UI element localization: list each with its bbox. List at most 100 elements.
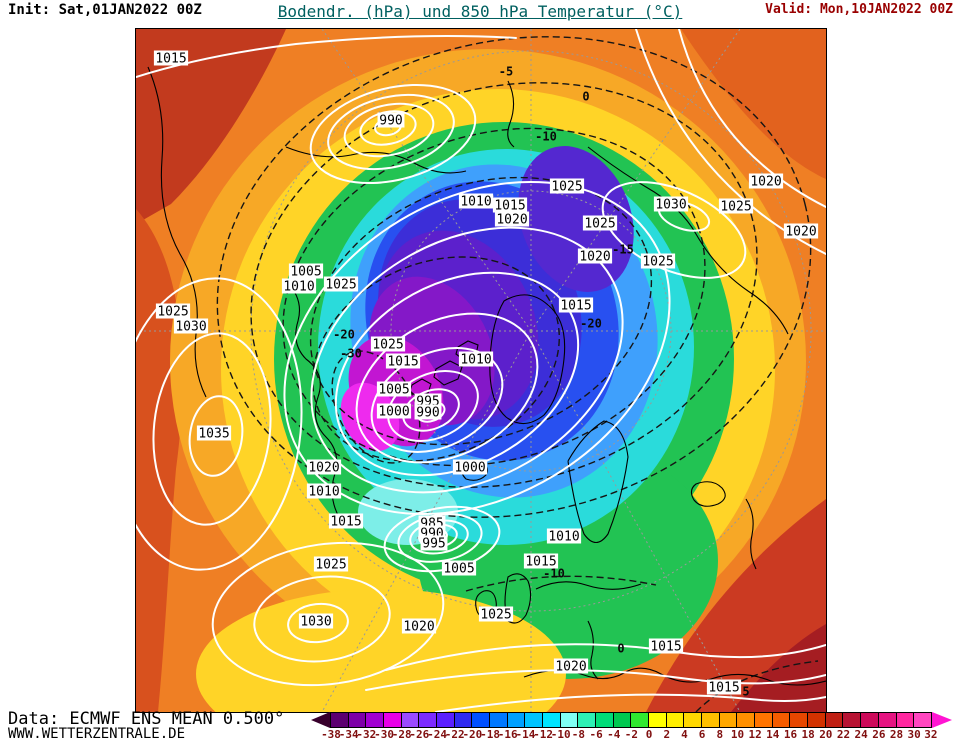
colorbar-segment: 8 xyxy=(716,713,738,741)
pressure-label: 1020 xyxy=(496,213,527,228)
temperature-label: 0 xyxy=(582,90,589,104)
pressure-label: 1025 xyxy=(642,255,673,270)
colorbar-tick-label: 24 xyxy=(854,728,868,741)
isobar-contours xyxy=(136,29,826,712)
colorbar-segment: -2 xyxy=(625,713,650,741)
pressure-label-box xyxy=(546,528,582,544)
pressure-label-box xyxy=(401,618,437,634)
temperature-label: -30 xyxy=(340,347,362,361)
temperature-label: -15 xyxy=(612,243,634,257)
pressure-label-box xyxy=(706,679,742,695)
pressure-label-box xyxy=(441,560,477,576)
pressure-label: 1015 xyxy=(708,681,739,696)
pressure-label: 990 xyxy=(379,114,402,129)
pressure-label: 1005 xyxy=(443,562,474,577)
pressure-label-box xyxy=(281,278,317,294)
colorbar-tick-label: 6 xyxy=(698,728,706,741)
colorbar-tick-label: -22 xyxy=(444,728,465,741)
pressure-label: 1020 xyxy=(403,620,434,635)
colorbar-segment: 14 xyxy=(766,713,791,741)
colorbar-segment: 2 xyxy=(663,713,685,741)
pressure-label-box xyxy=(155,303,191,319)
colorbar-segment: -38 xyxy=(321,713,349,741)
pressure-label: 1015 xyxy=(330,515,361,530)
colorbar-tick-label: 28 xyxy=(889,728,904,741)
pressure-label: 1025 xyxy=(720,200,751,215)
colorbar-tick-label: 20 xyxy=(819,728,833,741)
colorbar-tick-label: 4 xyxy=(681,728,688,741)
pressure-label-box xyxy=(385,353,421,369)
colorbar-segment: 0 xyxy=(646,713,667,741)
colorbar-segment: -8 xyxy=(572,713,597,741)
pressure-label: 1010 xyxy=(460,353,491,368)
pressure-label-box xyxy=(549,178,585,194)
pressure-label: 1025 xyxy=(551,180,582,195)
colorbar-tick-label: 12 xyxy=(748,728,762,741)
colorbar-segment: -34 xyxy=(339,713,367,741)
colorbar-segment: -14 xyxy=(515,713,544,741)
pressure-label-box xyxy=(653,196,689,212)
pressure-label-box xyxy=(640,253,676,269)
pressure-label: 1015 xyxy=(525,555,556,570)
pressure-label-box xyxy=(783,223,819,239)
colorbar-tick-label: 8 xyxy=(716,728,724,741)
colorbar-segment: -4 xyxy=(607,713,632,741)
weather-map: 1015 990 1010 1015 1020 1025 1025 1020 1030 1025 1… xyxy=(135,28,827,713)
colorbar-segment: 6 xyxy=(699,713,720,741)
website-label: WWW.WETTERZENTRALE.DE xyxy=(8,726,186,742)
colorbar-tick-label: -38 xyxy=(321,728,341,741)
pressure-label: 1010 xyxy=(460,195,491,210)
colorbar-segment: -20 xyxy=(462,713,491,741)
pressure-label: 1020 xyxy=(750,175,781,190)
colorbar-tick-label: 18 xyxy=(801,728,815,741)
temperature-label: -20 xyxy=(580,317,602,331)
colorbar-segment: -12 xyxy=(533,713,561,741)
pressure-label: 1010 xyxy=(548,530,579,545)
pressure-label-box xyxy=(648,638,684,654)
pressure-label: 1025 xyxy=(157,305,188,320)
pressure-label: 995 xyxy=(422,537,445,552)
pressure-label-box xyxy=(376,381,412,397)
pressure-label-box xyxy=(458,351,494,367)
temperature-contours xyxy=(216,36,819,712)
colorbar-tick-label: -26 xyxy=(409,728,430,741)
pressure-label: 1030 xyxy=(300,615,331,630)
pressure-label: 1015 xyxy=(494,199,525,214)
chart-title: Bodendr. (hPa) und 850 hPa Temperatur (°… xyxy=(277,2,683,21)
temperature-label: -20 xyxy=(333,328,355,342)
pressure-label-box xyxy=(196,425,232,441)
colorbar-tick-label: -32 xyxy=(356,728,377,741)
pressure-label-box xyxy=(452,459,488,475)
pressure-label-box xyxy=(306,459,342,475)
pressure-label-box xyxy=(494,211,530,227)
pressure-label-box xyxy=(718,198,754,214)
pressure-label-box xyxy=(173,318,209,334)
colorbar-segment: 24 xyxy=(855,713,879,741)
pressure-label: 1015 xyxy=(560,299,591,314)
pressure-label-box xyxy=(313,556,349,572)
pressure-label: 1010 xyxy=(283,280,314,295)
pressure-label-box xyxy=(328,513,364,529)
pressure-label: 1015 xyxy=(650,640,681,655)
valid-timestamp: Valid: Mon,10JAN2022 00Z xyxy=(765,2,953,17)
pressure-label-box xyxy=(153,50,189,66)
colorbar-tick-label: -6 xyxy=(589,728,603,741)
colorbar-segment: 12 xyxy=(749,713,773,741)
colorbar-segment: -6 xyxy=(589,713,614,741)
colorbar-segment: 20 xyxy=(819,713,844,741)
colorbar-segment: 30 32 xyxy=(908,713,937,741)
pressure-label-box xyxy=(523,553,559,569)
pressure-label-box xyxy=(414,404,442,420)
colorbar-tick-label: 26 xyxy=(872,728,886,741)
colorbar-tick-label: -30 xyxy=(374,728,394,741)
pressure-label: 1020 xyxy=(785,225,816,240)
colorbar-tick-label: -34 xyxy=(338,728,359,741)
pressure-label: 1000 xyxy=(378,405,409,420)
pressure-label-box xyxy=(420,535,448,551)
colorbar-segment: -16 xyxy=(498,713,526,741)
pressure-label-box xyxy=(376,403,412,419)
colorbar-right-arrow-icon xyxy=(932,712,952,728)
pressure-label: 1015 xyxy=(387,355,418,370)
colorbar-tick-label: -28 xyxy=(391,728,412,741)
